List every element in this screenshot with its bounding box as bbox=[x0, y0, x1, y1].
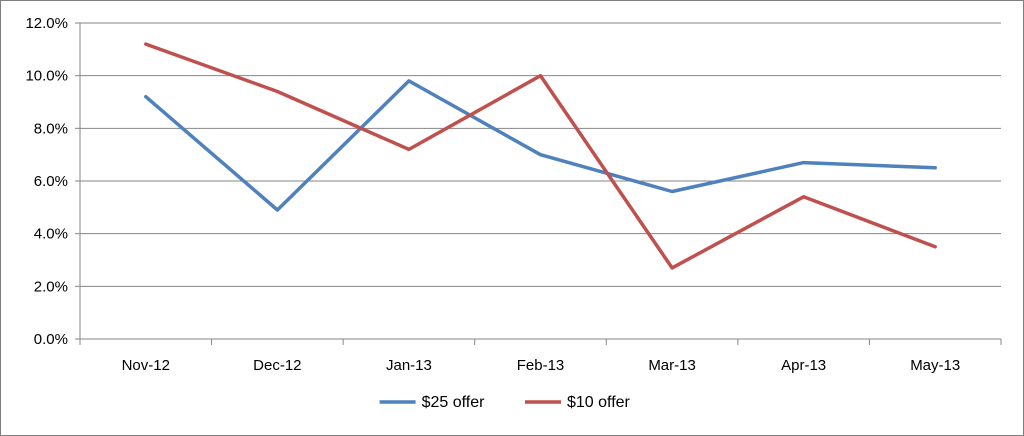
y-tick-label: 0.0% bbox=[34, 331, 68, 348]
y-tick-label: 12.0% bbox=[25, 15, 68, 32]
x-tick-label: Feb-13 bbox=[517, 357, 565, 374]
x-tick-label: May-13 bbox=[910, 357, 960, 374]
x-tick-label: Mar-13 bbox=[648, 357, 696, 374]
legend: $25 offer $10 offer bbox=[379, 394, 631, 411]
axes bbox=[75, 22, 1002, 345]
series-lines bbox=[144, 42, 937, 270]
y-tick-label: 6.0% bbox=[34, 173, 68, 190]
x-tick-label: Nov-12 bbox=[122, 357, 170, 374]
y-tick-label: 2.0% bbox=[34, 278, 68, 295]
legend-label: $25 offer bbox=[422, 394, 486, 411]
y-tick-label: 10.0% bbox=[25, 68, 68, 85]
series-line-0 bbox=[144, 79, 937, 212]
y-tick-label: 8.0% bbox=[34, 120, 68, 137]
x-tick-label: Apr-13 bbox=[781, 357, 826, 374]
series-line-1 bbox=[144, 42, 937, 270]
legend-label: $10 offer bbox=[567, 394, 631, 411]
x-axis-tick-labels: Nov-12 Dec-12 Jan-13 Feb-13 Mar-13 Apr-13 May-… bbox=[122, 357, 961, 374]
x-tick-label: Dec-12 bbox=[253, 357, 301, 374]
y-tick-label: 4.0% bbox=[34, 226, 68, 243]
x-tick-label: Jan-13 bbox=[386, 357, 432, 374]
y-axis-tick-labels: 0.0% 2.0% 4.0% 6.0% 8.0% 10.0% 12.0% bbox=[25, 15, 68, 348]
